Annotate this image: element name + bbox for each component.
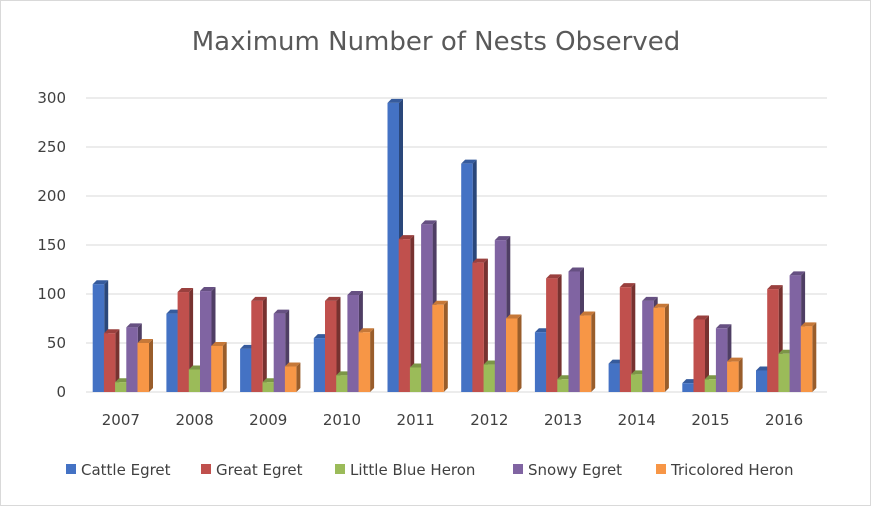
bar	[211, 341, 227, 392]
bar	[546, 274, 562, 392]
legend-swatch	[513, 464, 523, 474]
bar	[472, 258, 488, 392]
legend: Cattle Egret Great Egret Little Blue Heron…	[66, 461, 793, 479]
bar	[653, 303, 669, 392]
x-tick-label: 2008	[175, 411, 213, 429]
bar	[137, 339, 153, 392]
bar	[103, 329, 120, 392]
bar	[398, 235, 415, 392]
x-tick-label: 2012	[470, 411, 508, 429]
x-tick-label: 2013	[544, 411, 582, 429]
x-tick-label: 2011	[397, 411, 435, 429]
y-axis-ticks: 0 50 100 150 200 250 300	[37, 89, 66, 401]
legend-label: Great Egret	[216, 461, 303, 479]
y-tick-label: 200	[37, 187, 66, 205]
x-axis-ticks: 2007 2008 2009 2010 2011 2012 2013 2014 2015 2016	[102, 411, 803, 429]
legend-swatch	[335, 464, 345, 474]
legend-label: Snowy Egret	[528, 461, 622, 479]
gridlines	[86, 97, 827, 393]
bar	[579, 311, 596, 392]
bar	[506, 314, 522, 392]
y-tick-label: 0	[56, 383, 66, 401]
legend-item: Snowy Egret	[513, 461, 622, 479]
legend-item: Cattle Egret	[66, 461, 171, 479]
bar	[693, 315, 709, 392]
x-tick-label: 2015	[691, 411, 729, 429]
legend-label: Cattle Egret	[81, 461, 171, 479]
bar	[284, 362, 301, 392]
legend-swatch	[201, 464, 211, 474]
y-tick-label: 50	[47, 334, 66, 352]
legend-item: Little Blue Heron	[335, 461, 475, 479]
legend-label: Little Blue Heron	[350, 461, 475, 479]
x-tick-label: 2010	[323, 411, 361, 429]
y-tick-label: 150	[37, 236, 66, 254]
x-tick-label: 2009	[249, 411, 287, 429]
bar	[177, 288, 194, 392]
bar	[727, 357, 743, 392]
bar	[619, 283, 636, 392]
bars	[92, 98, 817, 393]
bar	[251, 296, 267, 392]
x-tick-label: 2007	[102, 411, 140, 429]
bar	[358, 328, 375, 392]
bar	[325, 296, 341, 392]
legend-swatch	[656, 464, 666, 474]
legend-swatch	[66, 464, 76, 474]
bar	[432, 300, 448, 392]
x-tick-label: 2016	[765, 411, 803, 429]
y-tick-label: 250	[37, 138, 66, 156]
chart-title: Maximum Number of Nests Observed	[192, 27, 681, 57]
legend-item: Tricolored Heron	[656, 461, 793, 479]
x-tick-label: 2014	[618, 411, 656, 429]
y-tick-label: 300	[37, 89, 66, 107]
bar	[800, 322, 817, 392]
legend-item: Great Egret	[201, 461, 303, 479]
y-tick-label: 100	[37, 285, 66, 303]
legend-label: Tricolored Heron	[670, 461, 793, 479]
